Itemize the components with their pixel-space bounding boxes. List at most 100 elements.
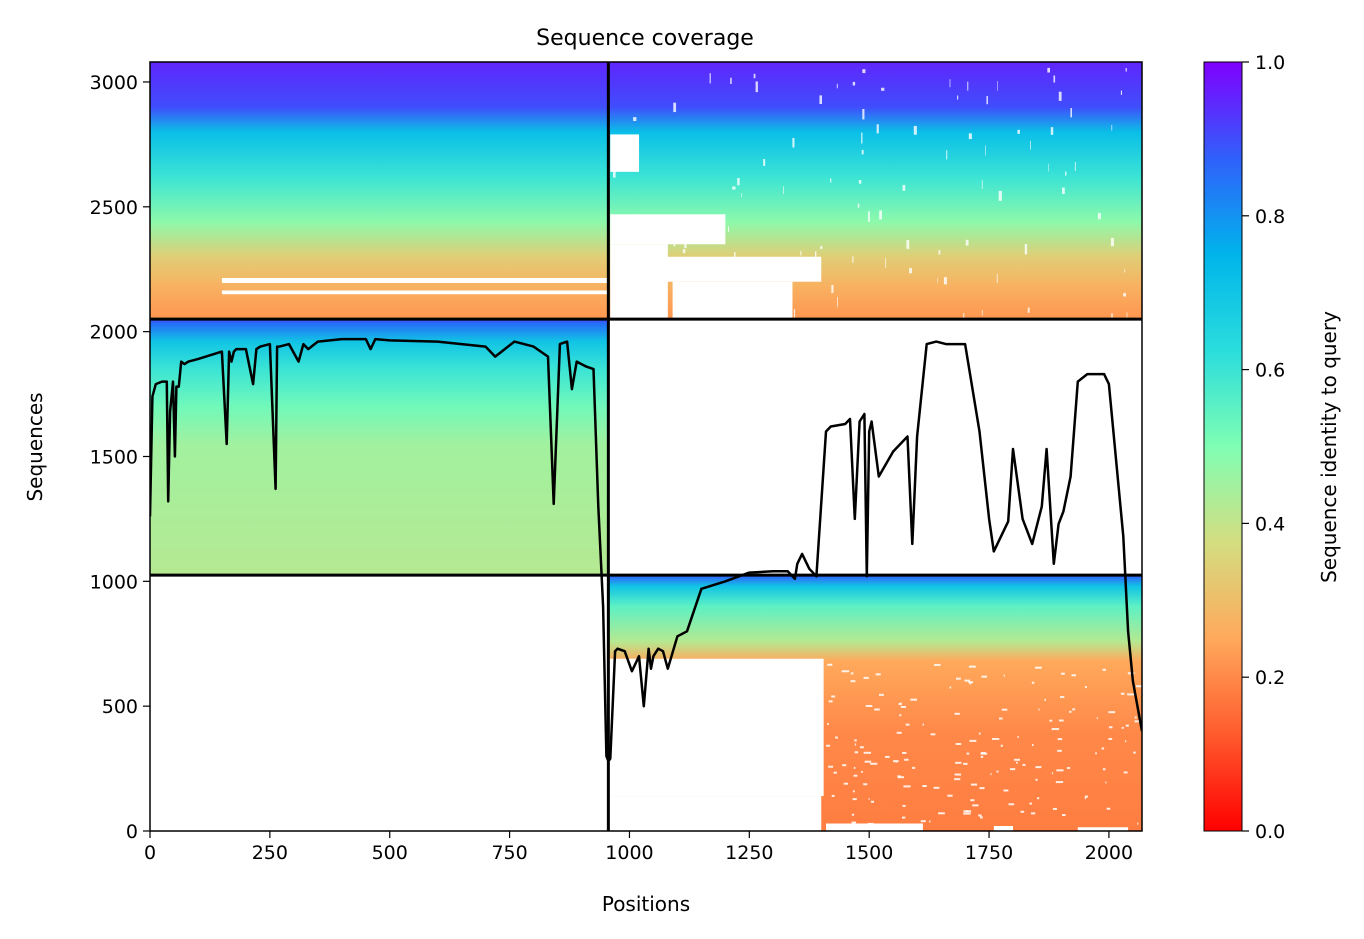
gap-streak	[968, 133, 972, 140]
gap-streak	[1105, 781, 1107, 784]
gap-streak	[730, 77, 732, 84]
gap-streak	[947, 794, 953, 797]
msa-gaps	[221, 67, 1142, 831]
gap-streak	[793, 309, 796, 320]
gap-streak	[963, 810, 972, 813]
gap-streak	[800, 251, 802, 256]
gap-streak	[827, 663, 833, 666]
gap-streak	[985, 145, 986, 156]
gap-region	[1077, 827, 1129, 831]
gap-streak	[996, 273, 998, 284]
gap-streak	[857, 203, 860, 208]
gap-streak	[861, 132, 863, 144]
x-tick-label: 1000	[605, 842, 653, 864]
gap-streak	[963, 312, 965, 321]
gap-region	[221, 277, 609, 283]
gap-streak	[990, 773, 992, 776]
colorbar-axis: 0.0 0.2 0.4 0.6 0.8 1.0	[1242, 52, 1285, 843]
x-axis-label: Positions	[602, 892, 690, 916]
x-tick-label: 1250	[725, 842, 773, 864]
gap-streak	[1030, 140, 1031, 150]
gap-streak	[814, 251, 817, 262]
gap-streak	[966, 752, 970, 755]
gap-streak	[922, 723, 924, 726]
gap-streak	[954, 712, 960, 715]
gap-region	[993, 826, 1014, 831]
coverage-line-group	[150, 337, 1142, 763]
gap-streak	[1029, 802, 1032, 805]
gap-streak	[980, 755, 984, 758]
colorbar-tick-label: 0.6	[1255, 360, 1285, 382]
x-tick-label: 500	[372, 842, 408, 864]
gap-streak	[737, 177, 740, 186]
gap-streak	[1051, 772, 1054, 775]
gap-streak	[1059, 696, 1065, 699]
gap-streak	[661, 260, 665, 265]
gap-streak	[1030, 812, 1036, 815]
gap-streak	[1035, 666, 1042, 669]
gap-region	[609, 796, 822, 831]
gap-streak	[934, 663, 941, 666]
gap-streak	[969, 739, 977, 742]
gap-streak	[929, 820, 931, 823]
gap-streak	[792, 137, 795, 148]
y-tick-label: 2500	[90, 197, 138, 219]
gap-streak	[997, 81, 998, 91]
gap-streak	[836, 83, 838, 89]
gap-streak	[1071, 674, 1077, 677]
gap-streak	[1009, 768, 1016, 771]
gap-streak	[1108, 737, 1113, 740]
gap-streak	[1047, 67, 1051, 73]
gap-streak	[623, 227, 626, 234]
gap-streak	[978, 732, 981, 735]
gap-streak	[972, 804, 979, 807]
x-tick-label: 1750	[965, 842, 1013, 864]
gap-streak	[897, 775, 901, 778]
gap-streak	[826, 744, 831, 747]
gap-streak	[1031, 681, 1035, 684]
gap-streak	[682, 249, 686, 254]
gap-streak	[1008, 803, 1015, 806]
gap-streak	[867, 822, 874, 825]
gap-streak	[963, 762, 968, 765]
gap-streak	[981, 675, 988, 678]
gap-streak	[963, 812, 971, 815]
gap-streak	[956, 677, 961, 680]
gap-streak	[930, 733, 936, 736]
gap-streak	[998, 717, 1003, 720]
colorbar-tick-label: 0.0	[1255, 821, 1285, 843]
gap-streak	[943, 277, 948, 285]
gap-streak	[874, 708, 880, 711]
chart-title: Sequence coverage	[536, 26, 754, 51]
gap-streak	[841, 670, 850, 673]
gap-streak	[881, 87, 885, 91]
gap-streak	[853, 774, 858, 777]
colorbar-tick-label: 0.8	[1255, 206, 1285, 228]
gap-streak	[898, 703, 902, 706]
y-axis: 0 500 1000 1500 2000 2500 3000	[90, 72, 150, 843]
gap-streak	[862, 69, 866, 74]
gap-streak	[870, 762, 878, 765]
gap-streak	[904, 758, 909, 761]
gap-streak	[1003, 789, 1009, 792]
colorbar-label: Sequence identity to query	[1317, 311, 1341, 583]
gap-streak	[1084, 797, 1087, 800]
y-axis-label: Sequences	[23, 392, 47, 501]
gap-streak	[1120, 90, 1123, 96]
gap-streak	[909, 267, 912, 274]
gap-streak	[868, 797, 870, 800]
gap-streak	[914, 825, 919, 828]
gap-streak	[885, 257, 887, 268]
gap-streak	[1050, 127, 1054, 135]
colorbar-tick-label: 0.4	[1255, 513, 1285, 535]
gap-streak	[853, 766, 856, 769]
gap-streak	[854, 739, 857, 742]
gap-streak	[1096, 717, 1098, 720]
gap-streak	[970, 783, 978, 786]
gap-streak	[868, 211, 870, 222]
gap-streak	[755, 81, 758, 93]
gap-region	[610, 214, 726, 245]
gap-streak	[830, 178, 832, 183]
gap-streak	[954, 778, 961, 781]
